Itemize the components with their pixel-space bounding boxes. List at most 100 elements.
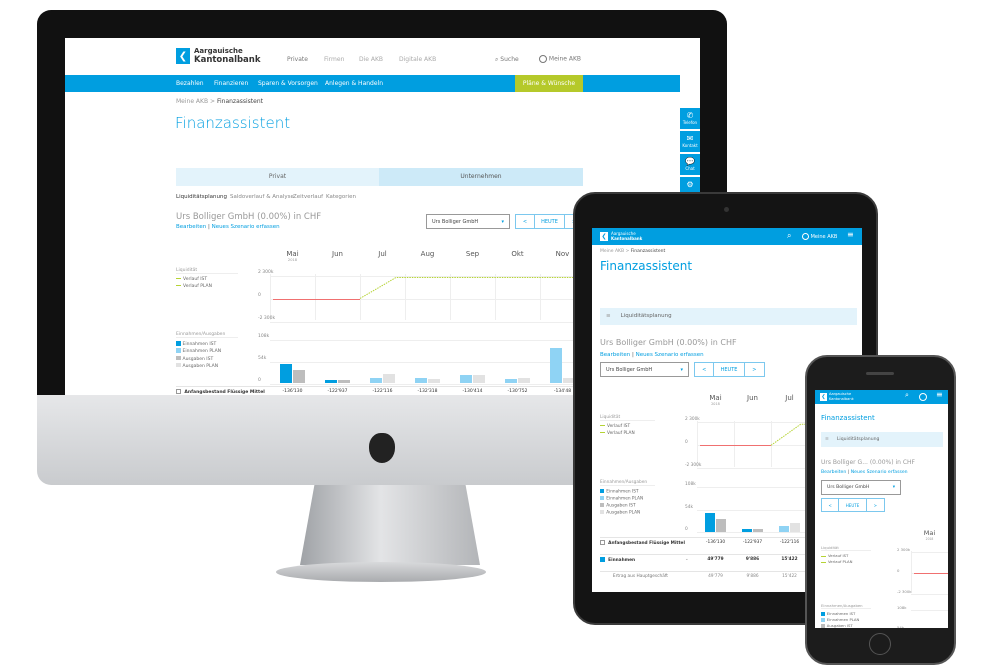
- today-button[interactable]: HEUTE: [714, 363, 745, 376]
- search-icon[interactable]: ⌕: [905, 391, 909, 399]
- breadcrumb-parent[interactable]: Meine AKB: [176, 98, 209, 105]
- subtab-saldoverlauf[interactable]: Saldoverlauf & Analyse: [230, 194, 294, 200]
- prev-button[interactable]: <: [695, 363, 715, 376]
- year-label: 2018: [925, 536, 934, 541]
- legend-label: Einnahmen PLAN: [606, 496, 644, 502]
- top-nav-die-akb[interactable]: Die AKB: [359, 56, 384, 63]
- company-select[interactable]: Urs Bolliger GmbH ▾: [600, 362, 689, 377]
- edit-link[interactable]: Bearbeiten: [821, 470, 847, 475]
- grid-row: [270, 361, 585, 363]
- next-button[interactable]: >: [873, 502, 877, 508]
- flows-axis-label: 54k: [685, 504, 693, 510]
- main-nav-plaene[interactable]: Pläne & Wünsche: [515, 75, 583, 92]
- expand-icon[interactable]: [600, 557, 606, 563]
- edit-link[interactable]: Bearbeiten: [176, 224, 207, 230]
- edit-link[interactable]: Bearbeiten: [600, 352, 631, 358]
- company-select[interactable]: Urs Bolliger GmbH ▾: [426, 214, 510, 229]
- phone-home-button[interactable]: [869, 633, 891, 655]
- legend-swatch-icon: [176, 341, 181, 346]
- table-cell: 49'779: [708, 574, 723, 579]
- main-nav-anlegen[interactable]: Anlegen & Handeln: [325, 80, 384, 87]
- legend-label: Einnahmen PLAN: [182, 349, 222, 355]
- table-cell: -136'130: [282, 389, 303, 394]
- new-scenario-link[interactable]: Neues Szenario erfassen: [850, 470, 908, 475]
- grid-col: [360, 274, 361, 320]
- today-button[interactable]: HEUTE: [839, 499, 867, 511]
- company-select-value: Urs Bolliger GmbH: [432, 218, 479, 225]
- new-scenario-link[interactable]: Neues Szenario erfassen: [635, 352, 704, 358]
- income-bar: [504, 379, 518, 384]
- tab-privat[interactable]: Privat: [176, 168, 379, 186]
- search-button[interactable]: ⌕ Suche: [495, 56, 519, 64]
- apple-logo-icon: [369, 433, 395, 463]
- chat-icon: 💬: [685, 157, 695, 166]
- flows-axis-label: 108k: [685, 482, 696, 487]
- year-label: 2018: [711, 402, 720, 406]
- section-selector[interactable]: ≡ Liquiditätsplanung: [821, 432, 943, 447]
- search-icon[interactable]: ⌕: [787, 231, 792, 240]
- side-action-chat[interactable]: 💬 Chat: [680, 154, 700, 175]
- main-nav-finanzieren[interactable]: Finanzieren: [214, 80, 249, 87]
- subtab-zeitverlauf[interactable]: Zeitverlauf: [293, 194, 324, 200]
- tablet-camera: [724, 207, 729, 212]
- next-button[interactable]: >: [752, 366, 757, 373]
- legend-label: Verlauf IST: [828, 553, 849, 559]
- search-label: Suche: [500, 56, 519, 63]
- akb-logo-icon: ❮: [820, 393, 827, 401]
- side-action-telefon[interactable]: ✆ Telefon: [680, 108, 700, 129]
- page-title: Finanzassistent: [600, 259, 693, 273]
- akb-logo-icon: ❮: [176, 48, 190, 64]
- subtab-liquiditaet[interactable]: Liquiditätsplanung: [176, 194, 228, 200]
- month-label: Mai: [923, 529, 936, 537]
- section-selector[interactable]: ≡ Liquiditätsplanung: [600, 308, 857, 325]
- liquidity-legend-item: Verlauf PLAN: [821, 559, 852, 564]
- account-label: Meine AKB: [810, 234, 838, 240]
- account-button[interactable]: Meine AKB: [802, 233, 837, 240]
- company-title: Urs Bolliger GmbH (0.00%) in CHF: [176, 212, 322, 222]
- search-icon: ⌕: [495, 56, 499, 63]
- chart-icon: [176, 389, 182, 395]
- expense-bar: [337, 380, 351, 384]
- table-cell: -122'937: [327, 389, 348, 394]
- menu-icon[interactable]: ≡: [936, 390, 943, 399]
- top-nav-digitale-akb[interactable]: Digitale AKB: [399, 56, 437, 63]
- flows-legend-item: Einnahmen PLAN: [821, 617, 859, 622]
- tab-unternehmen[interactable]: Unternehmen: [379, 168, 583, 186]
- liquidity-axis-label: -2 300k: [685, 463, 702, 468]
- grid-col: [771, 421, 772, 467]
- new-scenario-link[interactable]: Neues Szenario erfassen: [211, 224, 280, 230]
- breadcrumb-separator: >: [210, 98, 216, 105]
- company-select[interactable]: Urs Bolliger GmbH ▾: [821, 480, 901, 495]
- menu-icon[interactable]: ≡: [847, 230, 854, 239]
- main-nav-sparen[interactable]: Sparen & Vorsorgen: [258, 80, 318, 87]
- legend-label: Verlauf PLAN: [607, 430, 635, 436]
- breadcrumb-parent[interactable]: Meine AKB: [600, 249, 625, 254]
- today-button[interactable]: HEUTE: [535, 215, 565, 228]
- main-nav-bezahlen[interactable]: Bezahlen: [176, 80, 204, 87]
- flows-legend-item: Einnahmen PLAN: [176, 348, 221, 354]
- subtab-kategorien[interactable]: Kategorien: [326, 194, 356, 200]
- list-icon: ≡: [825, 437, 829, 442]
- top-nav-firmen[interactable]: Firmen: [324, 56, 345, 63]
- month-label: Mai: [286, 250, 299, 258]
- legend-line-icon: [176, 278, 181, 280]
- company-select-value: Urs Bolliger GmbH: [827, 485, 870, 490]
- side-action-kontakt[interactable]: ✉ Kontakt: [680, 131, 700, 152]
- phone-speaker: [866, 372, 894, 375]
- income-bar: [459, 374, 473, 384]
- account-button[interactable]: Meine AKB: [539, 55, 581, 63]
- scenario-links: Bearbeiten | Neues Szenario erfassen: [176, 224, 280, 230]
- legend-swatch-icon: [600, 509, 605, 514]
- chevron-down-icon[interactable]: ⌄: [685, 557, 689, 562]
- row-label-text: Ertrag aus Hauptgeschäft: [612, 574, 668, 579]
- prev-button[interactable]: <: [516, 215, 535, 228]
- liquidity-heading: Liquidität: [600, 415, 655, 421]
- prev-button[interactable]: <: [822, 499, 840, 511]
- table-cell: -122'116: [779, 540, 800, 545]
- table-row-label[interactable]: Einnahmen: [600, 557, 635, 563]
- grid-row: [270, 383, 585, 385]
- month-label: Nov: [555, 250, 570, 258]
- user-icon[interactable]: [919, 393, 927, 401]
- liquidity-legend-item: Verlauf IST: [821, 553, 848, 558]
- top-nav-private[interactable]: Private: [287, 56, 308, 63]
